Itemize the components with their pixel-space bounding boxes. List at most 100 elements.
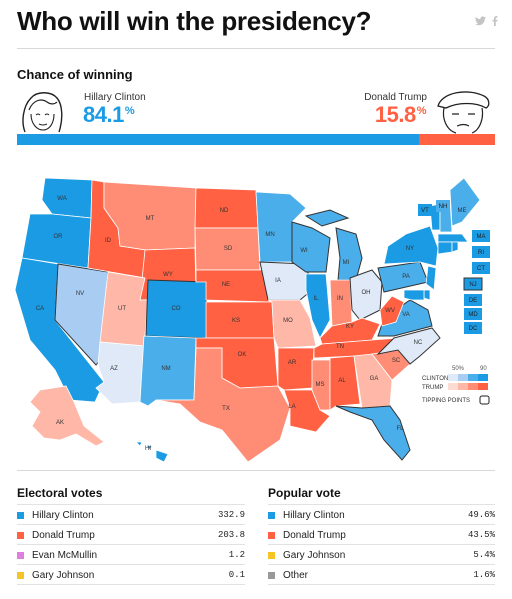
state-tx <box>155 347 291 463</box>
state-in <box>329 279 353 327</box>
svg-text:LA: LA <box>288 404 295 410</box>
svg-text:ID: ID <box>105 238 112 244</box>
popular-title: Popular vote <box>268 486 341 500</box>
electoral-swatch <box>17 511 24 519</box>
popular-swatch <box>268 571 275 579</box>
electoral-swatch <box>17 571 24 579</box>
svg-text:WV: WV <box>385 308 395 314</box>
electoral-row-divider <box>17 564 245 565</box>
svg-text:MI: MI <box>343 260 350 266</box>
facebook-icon[interactable] <box>492 16 498 29</box>
state-ma <box>437 233 469 243</box>
electoral-row-divider <box>17 544 245 545</box>
svg-text:IN: IN <box>337 296 343 302</box>
electoral-candidate-value: 332.9 <box>217 510 245 520</box>
twitter-icon[interactable] <box>475 16 486 29</box>
popular-candidate-name: Gary Johnson <box>283 549 346 561</box>
state-ms <box>311 359 331 411</box>
electoral-row: Gary Johnson 0.1 <box>17 565 245 585</box>
svg-text:MT: MT <box>146 216 155 222</box>
svg-text:RI: RI <box>478 250 484 256</box>
svg-text:CA: CA <box>36 306 44 312</box>
trump-chance-bar <box>419 134 495 145</box>
state-mo <box>267 299 317 349</box>
svg-text:WI: WI <box>300 248 308 254</box>
state-ak <box>29 385 105 447</box>
popular-candidate-value: 43.5% <box>467 530 495 540</box>
svg-text:50%: 50% <box>452 366 465 372</box>
svg-text:PA: PA <box>402 274 410 280</box>
header-divider <box>17 48 495 49</box>
state-ny <box>383 225 439 267</box>
svg-text:TN: TN <box>336 344 344 350</box>
state-az <box>95 341 145 405</box>
chance-bar <box>17 134 495 145</box>
svg-text:DC: DC <box>469 326 478 332</box>
state-va <box>377 299 433 337</box>
svg-text:OR: OR <box>54 234 64 240</box>
popular-swatch <box>268 511 275 519</box>
svg-text:DE: DE <box>469 298 477 304</box>
electoral-candidate-value: 203.8 <box>217 530 245 540</box>
svg-text:AZ: AZ <box>110 366 118 372</box>
electoral-candidate-name: Evan McMullin <box>32 549 98 561</box>
state-wv <box>379 295 405 327</box>
svg-text:ND: ND <box>220 208 229 214</box>
map-divider <box>17 470 495 471</box>
page-title: Who will win the presidency? <box>17 6 372 36</box>
popular-row-divider <box>268 544 495 545</box>
state-nj <box>425 265 437 291</box>
svg-text:OK: OK <box>238 352 247 358</box>
popular-candidate-value: 5.4% <box>473 550 495 560</box>
popular-swatch <box>268 531 275 539</box>
election-map: VT NH MA RI CT NJ DE MD DC WA OR CA NV I… <box>0 150 512 465</box>
svg-text:FL: FL <box>396 426 404 432</box>
svg-text:KS: KS <box>232 318 240 324</box>
trump-chance: 15.8% <box>374 102 427 127</box>
state-ne <box>195 269 271 303</box>
state-ga <box>353 353 393 409</box>
popular-candidate-name: Hillary Clinton <box>283 509 345 521</box>
svg-text:NJ: NJ <box>469 282 476 288</box>
electoral-swatch <box>17 551 24 559</box>
state-me <box>449 177 481 227</box>
svg-text:MN: MN <box>265 232 274 238</box>
state-de <box>423 289 431 301</box>
svg-text:AL: AL <box>338 378 346 384</box>
chance-label: Chance of winning <box>17 67 133 82</box>
map-legend: 50% 90 CLINTON TRUMP TIPPING POINTS <box>422 366 490 405</box>
state-al <box>329 355 361 411</box>
social-links <box>475 16 498 29</box>
svg-text:IA: IA <box>275 278 281 284</box>
clinton-portrait <box>22 92 63 133</box>
state-ri <box>451 241 459 253</box>
electoral-row-divider <box>17 504 245 505</box>
electoral-row-divider <box>17 584 245 585</box>
electoral-row: Donald Trump 203.8 <box>17 525 245 545</box>
svg-text:WY: WY <box>163 272 173 278</box>
electoral-title: Electoral votes <box>17 486 103 500</box>
electoral-row: Hillary Clinton 332.9 <box>17 505 245 525</box>
svg-text:MO: MO <box>283 318 293 324</box>
trump-portrait <box>437 91 490 134</box>
electoral-swatch <box>17 531 24 539</box>
popular-row-divider <box>268 584 495 585</box>
clinton-name: Hillary Clinton <box>84 92 146 103</box>
svg-text:NY: NY <box>406 246 414 252</box>
electoral-candidate-name: Donald Trump <box>32 529 95 541</box>
electoral-candidate-name: Gary Johnson <box>32 569 95 581</box>
svg-text:TRUMP: TRUMP <box>422 385 443 391</box>
svg-text:MS: MS <box>316 382 325 388</box>
trump-name: Donald Trump <box>364 92 427 103</box>
popular-candidate-value: 1.6% <box>473 570 495 580</box>
svg-text:MD: MD <box>468 312 478 318</box>
state-ar <box>277 347 315 391</box>
popular-row: Donald Trump 43.5% <box>268 525 495 545</box>
svg-text:SC: SC <box>392 358 401 364</box>
state-nc <box>376 327 441 365</box>
popular-row-divider <box>268 524 495 525</box>
svg-text:KY: KY <box>346 324 354 330</box>
state-wa <box>41 177 93 219</box>
electoral-candidate-name: Hillary Clinton <box>32 509 94 521</box>
svg-text:NE: NE <box>222 282 230 288</box>
